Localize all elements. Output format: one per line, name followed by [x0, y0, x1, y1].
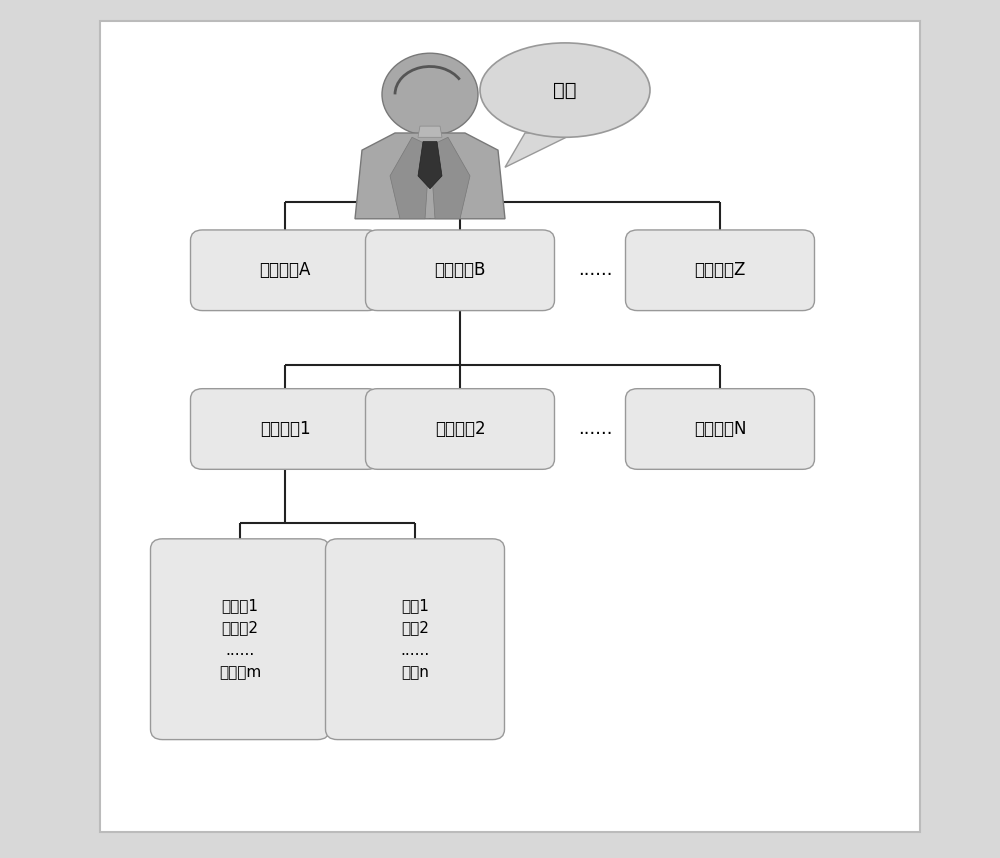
FancyBboxPatch shape: [150, 539, 329, 740]
Polygon shape: [418, 142, 442, 189]
Text: ......: ......: [578, 420, 612, 438]
FancyBboxPatch shape: [325, 539, 504, 740]
FancyBboxPatch shape: [100, 21, 920, 832]
Polygon shape: [430, 137, 470, 219]
Text: 推广单元N: 推广单元N: [694, 420, 746, 438]
FancyBboxPatch shape: [190, 389, 379, 469]
Polygon shape: [390, 137, 430, 219]
Ellipse shape: [480, 43, 650, 137]
Text: 推广计划Z: 推广计划Z: [694, 262, 746, 279]
FancyBboxPatch shape: [626, 230, 814, 311]
Polygon shape: [418, 126, 442, 137]
FancyBboxPatch shape: [626, 389, 814, 469]
Text: 账户: 账户: [553, 81, 577, 100]
Text: 关键刷1
关键刷2
......
关键词m: 关键刷1 关键刷2 ...... 关键词m: [219, 598, 261, 680]
Text: 推广计划A: 推广计划A: [259, 262, 311, 279]
Circle shape: [382, 53, 478, 136]
Text: 创意1
创意2
......
创意n: 创意1 创意2 ...... 创意n: [400, 598, 430, 680]
Polygon shape: [355, 133, 505, 219]
Text: 推广单元1: 推广单元1: [260, 420, 310, 438]
Polygon shape: [505, 133, 575, 167]
Text: ......: ......: [578, 262, 612, 279]
FancyBboxPatch shape: [190, 230, 379, 311]
Text: 推广计划B: 推广计划B: [434, 262, 486, 279]
Text: 推广单元2: 推广单元2: [435, 420, 485, 438]
FancyBboxPatch shape: [366, 230, 554, 311]
FancyBboxPatch shape: [366, 389, 554, 469]
